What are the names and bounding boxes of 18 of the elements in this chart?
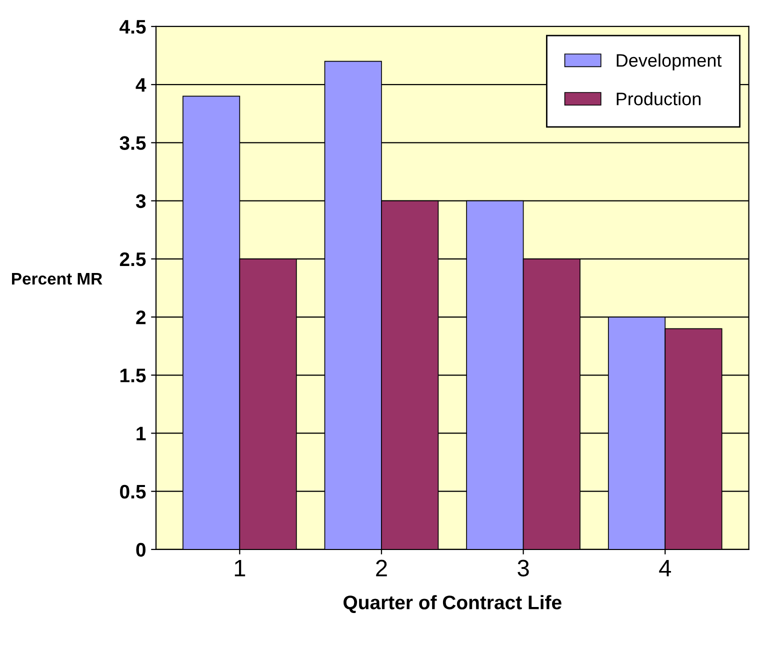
y-tick-label: 2.5 bbox=[120, 252, 146, 266]
x-tick-label: 4 bbox=[659, 560, 671, 576]
legend-label: Production bbox=[616, 92, 700, 106]
y-tick-label: 1.5 bbox=[120, 368, 146, 382]
y-tick-label: 3 bbox=[136, 194, 146, 208]
y-axis-title: Percent MR bbox=[12, 273, 102, 285]
y-tick-label: 0.5 bbox=[120, 484, 146, 499]
x-axis-title: Quarter of Contract Life bbox=[344, 595, 562, 613]
y-tick-label: 0 bbox=[136, 542, 146, 557]
x-tick-label: 3 bbox=[518, 560, 529, 577]
legend-label: Development bbox=[616, 54, 722, 70]
y-tick-label: 1 bbox=[136, 426, 146, 440]
y-tick-label: 2 bbox=[136, 310, 146, 324]
x-tick-label: 2 bbox=[376, 560, 387, 576]
y-tick-label: 4.5 bbox=[120, 20, 146, 34]
y-tick-label: 4 bbox=[136, 78, 146, 92]
x-tick-label: 1 bbox=[234, 560, 246, 576]
y-tick-label: 3.5 bbox=[120, 136, 146, 150]
